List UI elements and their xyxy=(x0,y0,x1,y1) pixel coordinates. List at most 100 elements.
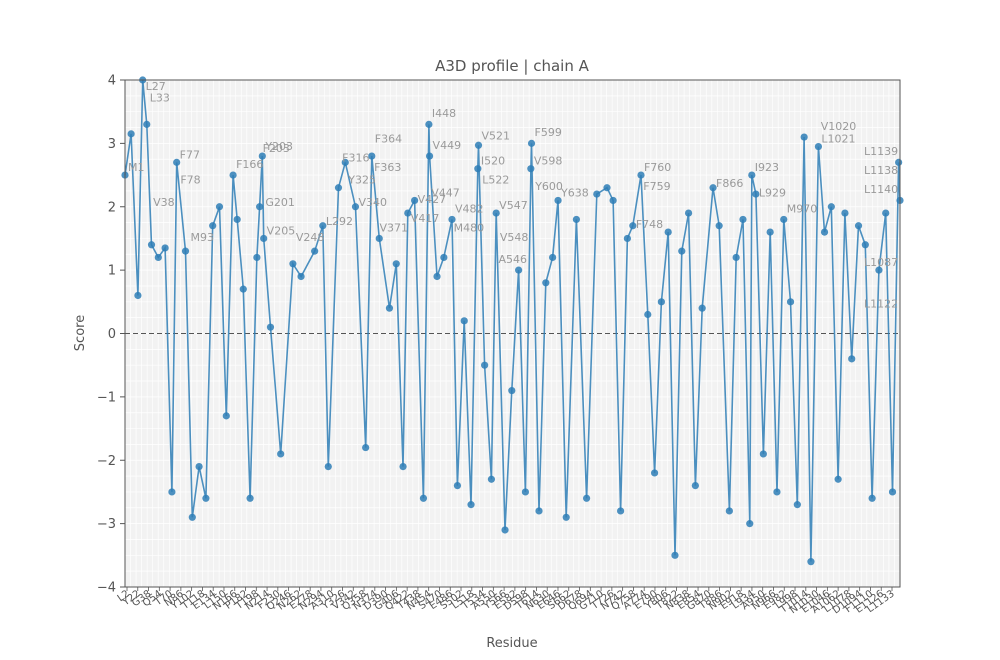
data-point xyxy=(854,222,863,230)
point-label: F363 xyxy=(374,161,401,174)
data-point xyxy=(222,412,230,420)
y-tick-label: −1 xyxy=(97,390,116,405)
data-point xyxy=(385,304,394,312)
data-point xyxy=(260,234,268,243)
data-point xyxy=(375,234,383,243)
data-point xyxy=(691,482,699,490)
data-point xyxy=(664,228,672,236)
point-label: F748 xyxy=(636,218,663,231)
point-label: V371 xyxy=(380,221,409,234)
data-point xyxy=(448,215,456,224)
data-point xyxy=(542,279,550,287)
point-label: V548 xyxy=(500,231,529,244)
data-point xyxy=(392,260,400,268)
data-point xyxy=(739,215,747,224)
point-label: M970 xyxy=(787,202,818,215)
y-tick-label: 1 xyxy=(108,264,116,279)
data-point xyxy=(616,507,625,515)
data-point xyxy=(253,253,261,262)
data-point xyxy=(671,551,679,559)
point-label: F760 xyxy=(644,161,671,174)
data-point xyxy=(460,317,468,325)
data-point xyxy=(143,120,151,128)
point-label: M480 xyxy=(454,221,485,234)
data-point xyxy=(834,475,842,483)
point-label: F166 xyxy=(236,158,263,171)
data-point xyxy=(508,386,516,395)
data-point xyxy=(554,196,562,205)
point-label: Y600 xyxy=(534,180,563,193)
data-point xyxy=(433,272,441,281)
point-label: L1138 xyxy=(864,164,898,177)
data-point xyxy=(324,462,332,471)
data-point xyxy=(752,190,760,198)
data-point xyxy=(820,228,829,236)
point-label: F78 xyxy=(180,174,200,187)
data-point xyxy=(786,298,795,306)
series-line xyxy=(124,79,901,562)
data-point xyxy=(609,196,617,205)
point-label: G201 xyxy=(265,196,295,209)
point-label: Y638 xyxy=(560,186,589,199)
data-point xyxy=(562,513,570,521)
data-point xyxy=(425,152,434,160)
data-point xyxy=(161,244,169,252)
point-label: Y203 xyxy=(264,140,293,153)
point-label: L27 xyxy=(146,80,166,93)
data-point xyxy=(535,507,543,515)
data-point xyxy=(202,494,210,502)
data-point xyxy=(709,184,717,192)
data-point xyxy=(623,234,631,243)
data-point xyxy=(297,272,305,281)
data-point xyxy=(715,222,723,230)
data-point xyxy=(732,253,740,262)
data-point xyxy=(399,462,407,471)
data-point xyxy=(501,526,509,534)
data-point xyxy=(256,203,264,211)
data-point xyxy=(246,494,254,502)
data-point xyxy=(657,298,665,306)
data-point xyxy=(515,266,523,274)
point-label: L1140 xyxy=(864,183,898,196)
data-point xyxy=(425,120,433,128)
data-point xyxy=(800,133,808,141)
point-label: L1139 xyxy=(864,145,898,158)
data-point xyxy=(440,253,448,262)
data-point xyxy=(678,247,686,255)
data-point xyxy=(277,450,285,458)
data-point xyxy=(780,215,788,224)
point-label: M93 xyxy=(191,231,215,244)
data-point xyxy=(773,488,781,496)
point-label: L33 xyxy=(150,91,170,104)
data-point xyxy=(814,142,823,151)
point-label: F316 xyxy=(342,152,369,165)
point-label: I923 xyxy=(755,161,779,174)
y-tick-label: 2 xyxy=(108,200,116,215)
data-point xyxy=(650,469,659,477)
data-point xyxy=(341,158,349,166)
data-point xyxy=(492,209,500,217)
data-point xyxy=(311,247,319,255)
point-label: I520 xyxy=(481,155,505,168)
point-label: L929 xyxy=(759,186,786,199)
data-point xyxy=(882,209,890,217)
data-point xyxy=(233,215,241,224)
y-tick-label: 0 xyxy=(108,327,116,342)
data-point xyxy=(215,203,224,211)
data-point xyxy=(481,361,489,369)
data-point xyxy=(134,291,142,300)
data-point xyxy=(527,165,535,173)
data-point xyxy=(147,241,156,249)
data-point xyxy=(258,152,266,160)
data-point xyxy=(474,165,482,173)
data-point xyxy=(168,488,176,496)
data-point xyxy=(684,209,693,217)
data-point xyxy=(351,203,360,211)
point-label: V447 xyxy=(431,186,460,199)
point-label: L1021 xyxy=(821,133,855,146)
point-label: V417 xyxy=(411,212,440,225)
data-point xyxy=(629,222,637,230)
data-point xyxy=(603,184,611,192)
